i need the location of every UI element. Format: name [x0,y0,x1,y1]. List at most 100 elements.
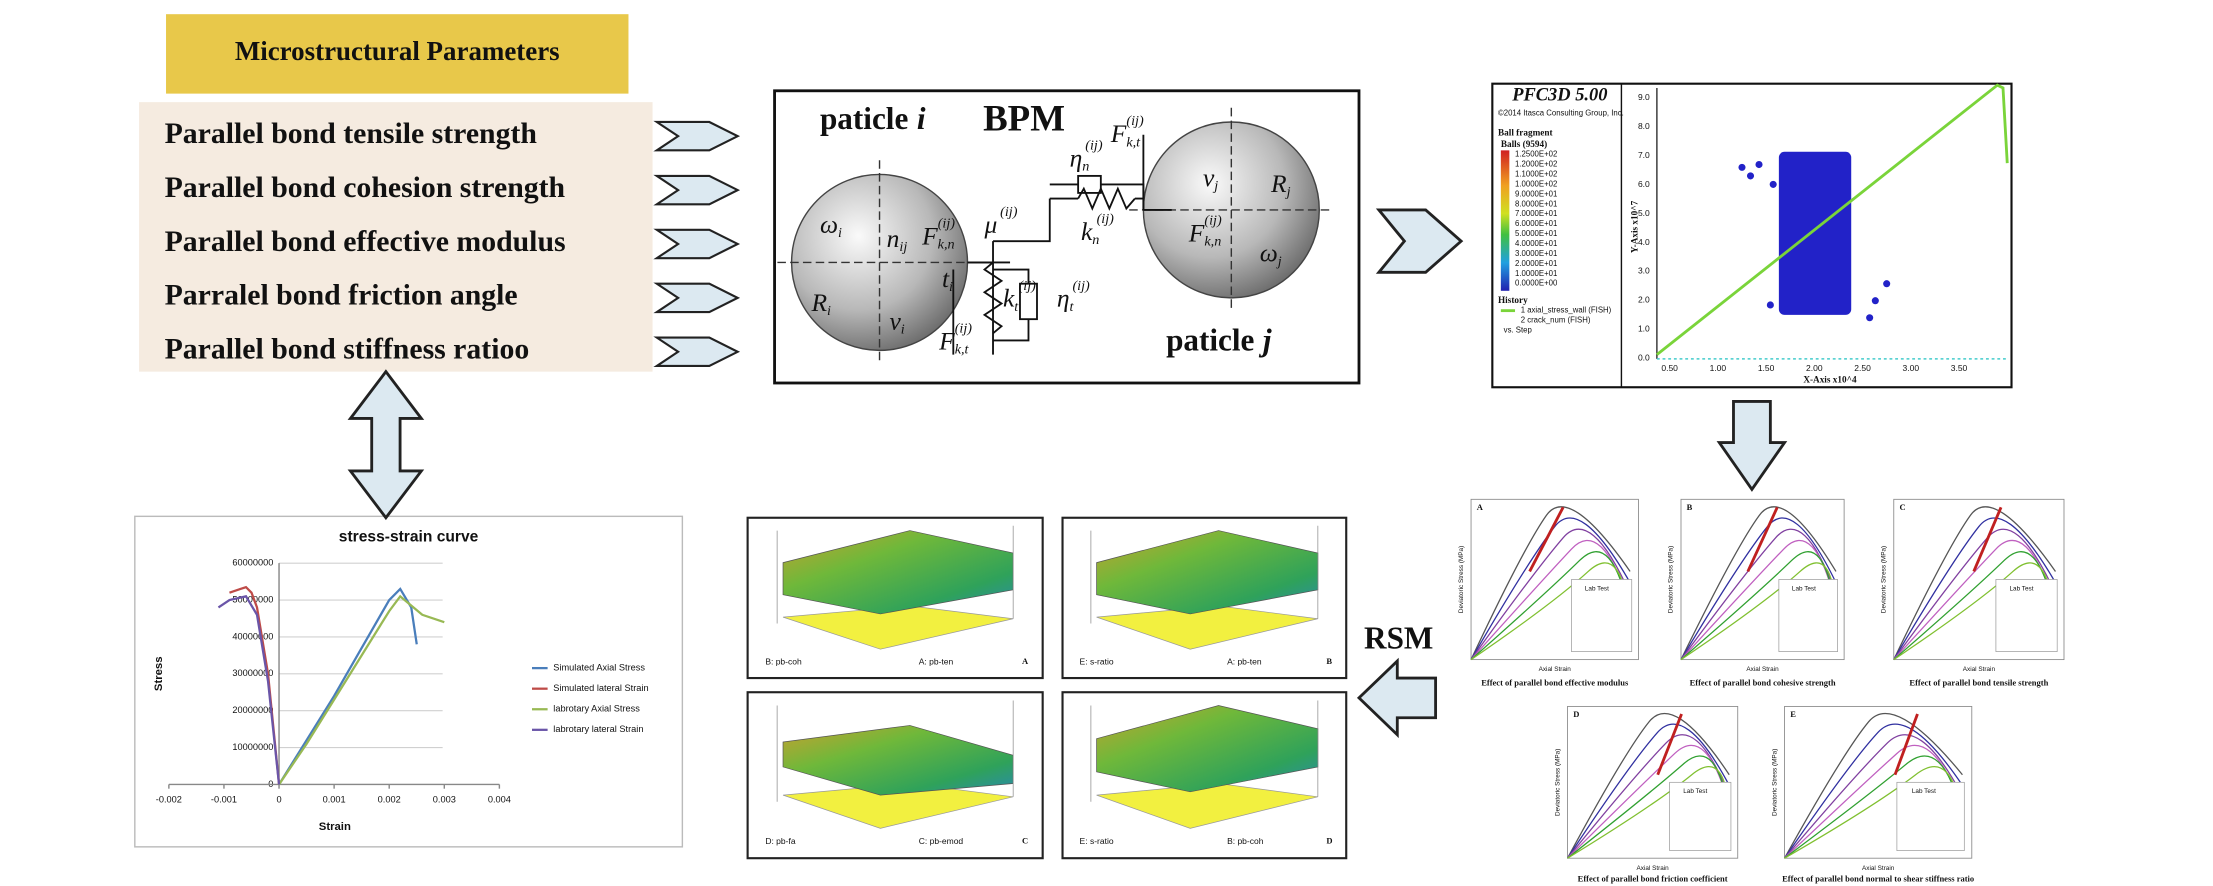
symbol-sup: (ij) [1000,204,1018,220]
plot-letter: A [1477,502,1484,512]
symbol-base: k [1003,284,1015,313]
rsm-y-factor: E: s-ratio [1080,836,1114,846]
bpm-title: BPM [983,97,1065,138]
bpm-symbol: ηt [1057,284,1075,315]
curve [1680,528,1837,660]
bpm-symbol: kt [1003,284,1019,315]
particle-label: paticle i [820,101,926,136]
symbol-base: F [1188,218,1205,247]
bpm-symbol: vj [1203,163,1218,194]
plot-letter: B [1687,502,1693,512]
bpm-symbol: kn [1081,217,1099,248]
rsm-x-factor: A: pb-ten [919,656,954,666]
bpm-symbol: Fk,t [1110,119,1141,150]
plot-frame [1680,498,1845,661]
pfc-x-tick: 1.00 [1710,363,1727,373]
plot-caption: Effect of parallel bond friction coeffic… [1578,873,1728,883]
symbol-sup: (ij) [1085,137,1103,153]
symbol-sup: (ij) [1072,278,1090,294]
plot-legend-first: Lab Test [2010,586,2034,593]
pfc-y-tick: 9.0 [1638,92,1650,102]
symbol-base: F [938,326,955,355]
pfc-legend-value: 1.2000E+02 [1515,160,1557,169]
pfc-y-tick: 7.0 [1638,150,1650,160]
plot-x-label: Axial Strain [1637,865,1670,872]
title-box [166,14,629,94]
pfc-y-tick: 3.0 [1638,266,1650,276]
bpm-symbol: Fk,t [938,326,969,357]
pfc-legend-value: 6.0000E+01 [1515,219,1557,228]
pfc-legend-value: 1.0000E+01 [1515,269,1557,278]
pfc-legend-value: 1.1000E+02 [1515,170,1557,179]
stress-history [1656,83,2009,356]
curve [1470,551,1631,661]
symbol-base: ω [1260,238,1278,267]
peak-line [1893,713,1919,776]
pfc-y-label: Y-Axis x10^7 [1630,200,1640,253]
parameter-arrow [653,228,741,260]
symbol-base: η [1070,143,1083,172]
curve [1470,506,1631,660]
bpm-symbol: nij [887,224,908,255]
title: Microstructural Parameters [235,36,560,66]
parameter-box [139,102,653,372]
curve [1893,517,2057,660]
parameter: Parallel bond stiffness ratioo [165,333,530,366]
normal-spring [1077,186,1136,211]
curve [1470,517,1631,660]
parameter: Parallel bond effective modulus [165,225,566,258]
peak-line [1528,506,1565,573]
curve [1784,723,1963,859]
symbol-sub: i [827,303,831,319]
rsm-axes [776,525,1014,624]
rsm-letter: C [1022,836,1028,846]
force-arrows [952,134,1172,355]
pfc-history: vs. Step [1504,326,1533,335]
legend-label: Simulated Axial Stress [553,663,645,673]
pfc-legend-value: 9.0000E+01 [1515,189,1557,198]
symbol-sup: (ij) [1019,278,1037,294]
arrow-left [1356,657,1438,739]
symbol-base: R [1270,169,1287,198]
rsm-label: RSM [1364,620,1433,655]
symbol-sup: (ij) [938,215,956,231]
x-tick-label: 0.004 [488,794,511,804]
symbol-sub: t [1014,299,1019,315]
pfc-legend-subtitle: Balls (9594) [1501,139,1547,149]
symbol-sub: ij [899,239,907,255]
plot-y-label: Deviatoric Stress (MPa) [1458,546,1465,613]
rsm-letter: A [1022,656,1029,666]
bpm-symbol: Rj [1270,169,1291,200]
plot-legend [1669,781,1732,851]
rsm-axes [776,700,1014,802]
symbol-base: v [1203,163,1215,192]
pfc-x-tick: 2.00 [1806,363,1823,373]
plot-y-label: Deviatoric Stress (MPa) [1771,749,1778,816]
plot-frame [1893,498,2065,661]
symbol-base: F [921,221,938,250]
specimen [1778,151,1852,315]
x-axis-label: Strain [319,821,351,833]
symbol-base: μ [984,210,998,239]
plot-caption: Effect of parallel bond effective modulu… [1481,678,1629,688]
y-tick-label: 60000000 [232,558,273,568]
symbol-base: ω [820,210,838,239]
shear-dashpot [1019,282,1038,321]
x-tick-label: -0.001 [211,794,237,804]
symbol-sub: i [901,322,905,338]
symbol-sup: (ij) [1204,213,1222,229]
rsm-letter: D [1326,836,1332,846]
bpm-symbol: μ [984,210,998,239]
legend-label: Simulated lateral Strain [553,683,648,693]
chart-title: stress-strain curve [339,529,479,546]
pfc-x-tick: 3.50 [1951,363,1968,373]
fragment [1883,280,1891,288]
pfc-legend-value: 7.0000E+01 [1515,209,1557,218]
series-line [278,594,445,786]
symbol-sup: (ij) [1097,211,1115,227]
pfc-y-tick: 5.0 [1638,208,1650,218]
symbol-sub: j [1285,184,1291,200]
peak-line [1972,506,2003,573]
legend-label: labrotary lateral Strain [553,724,643,734]
